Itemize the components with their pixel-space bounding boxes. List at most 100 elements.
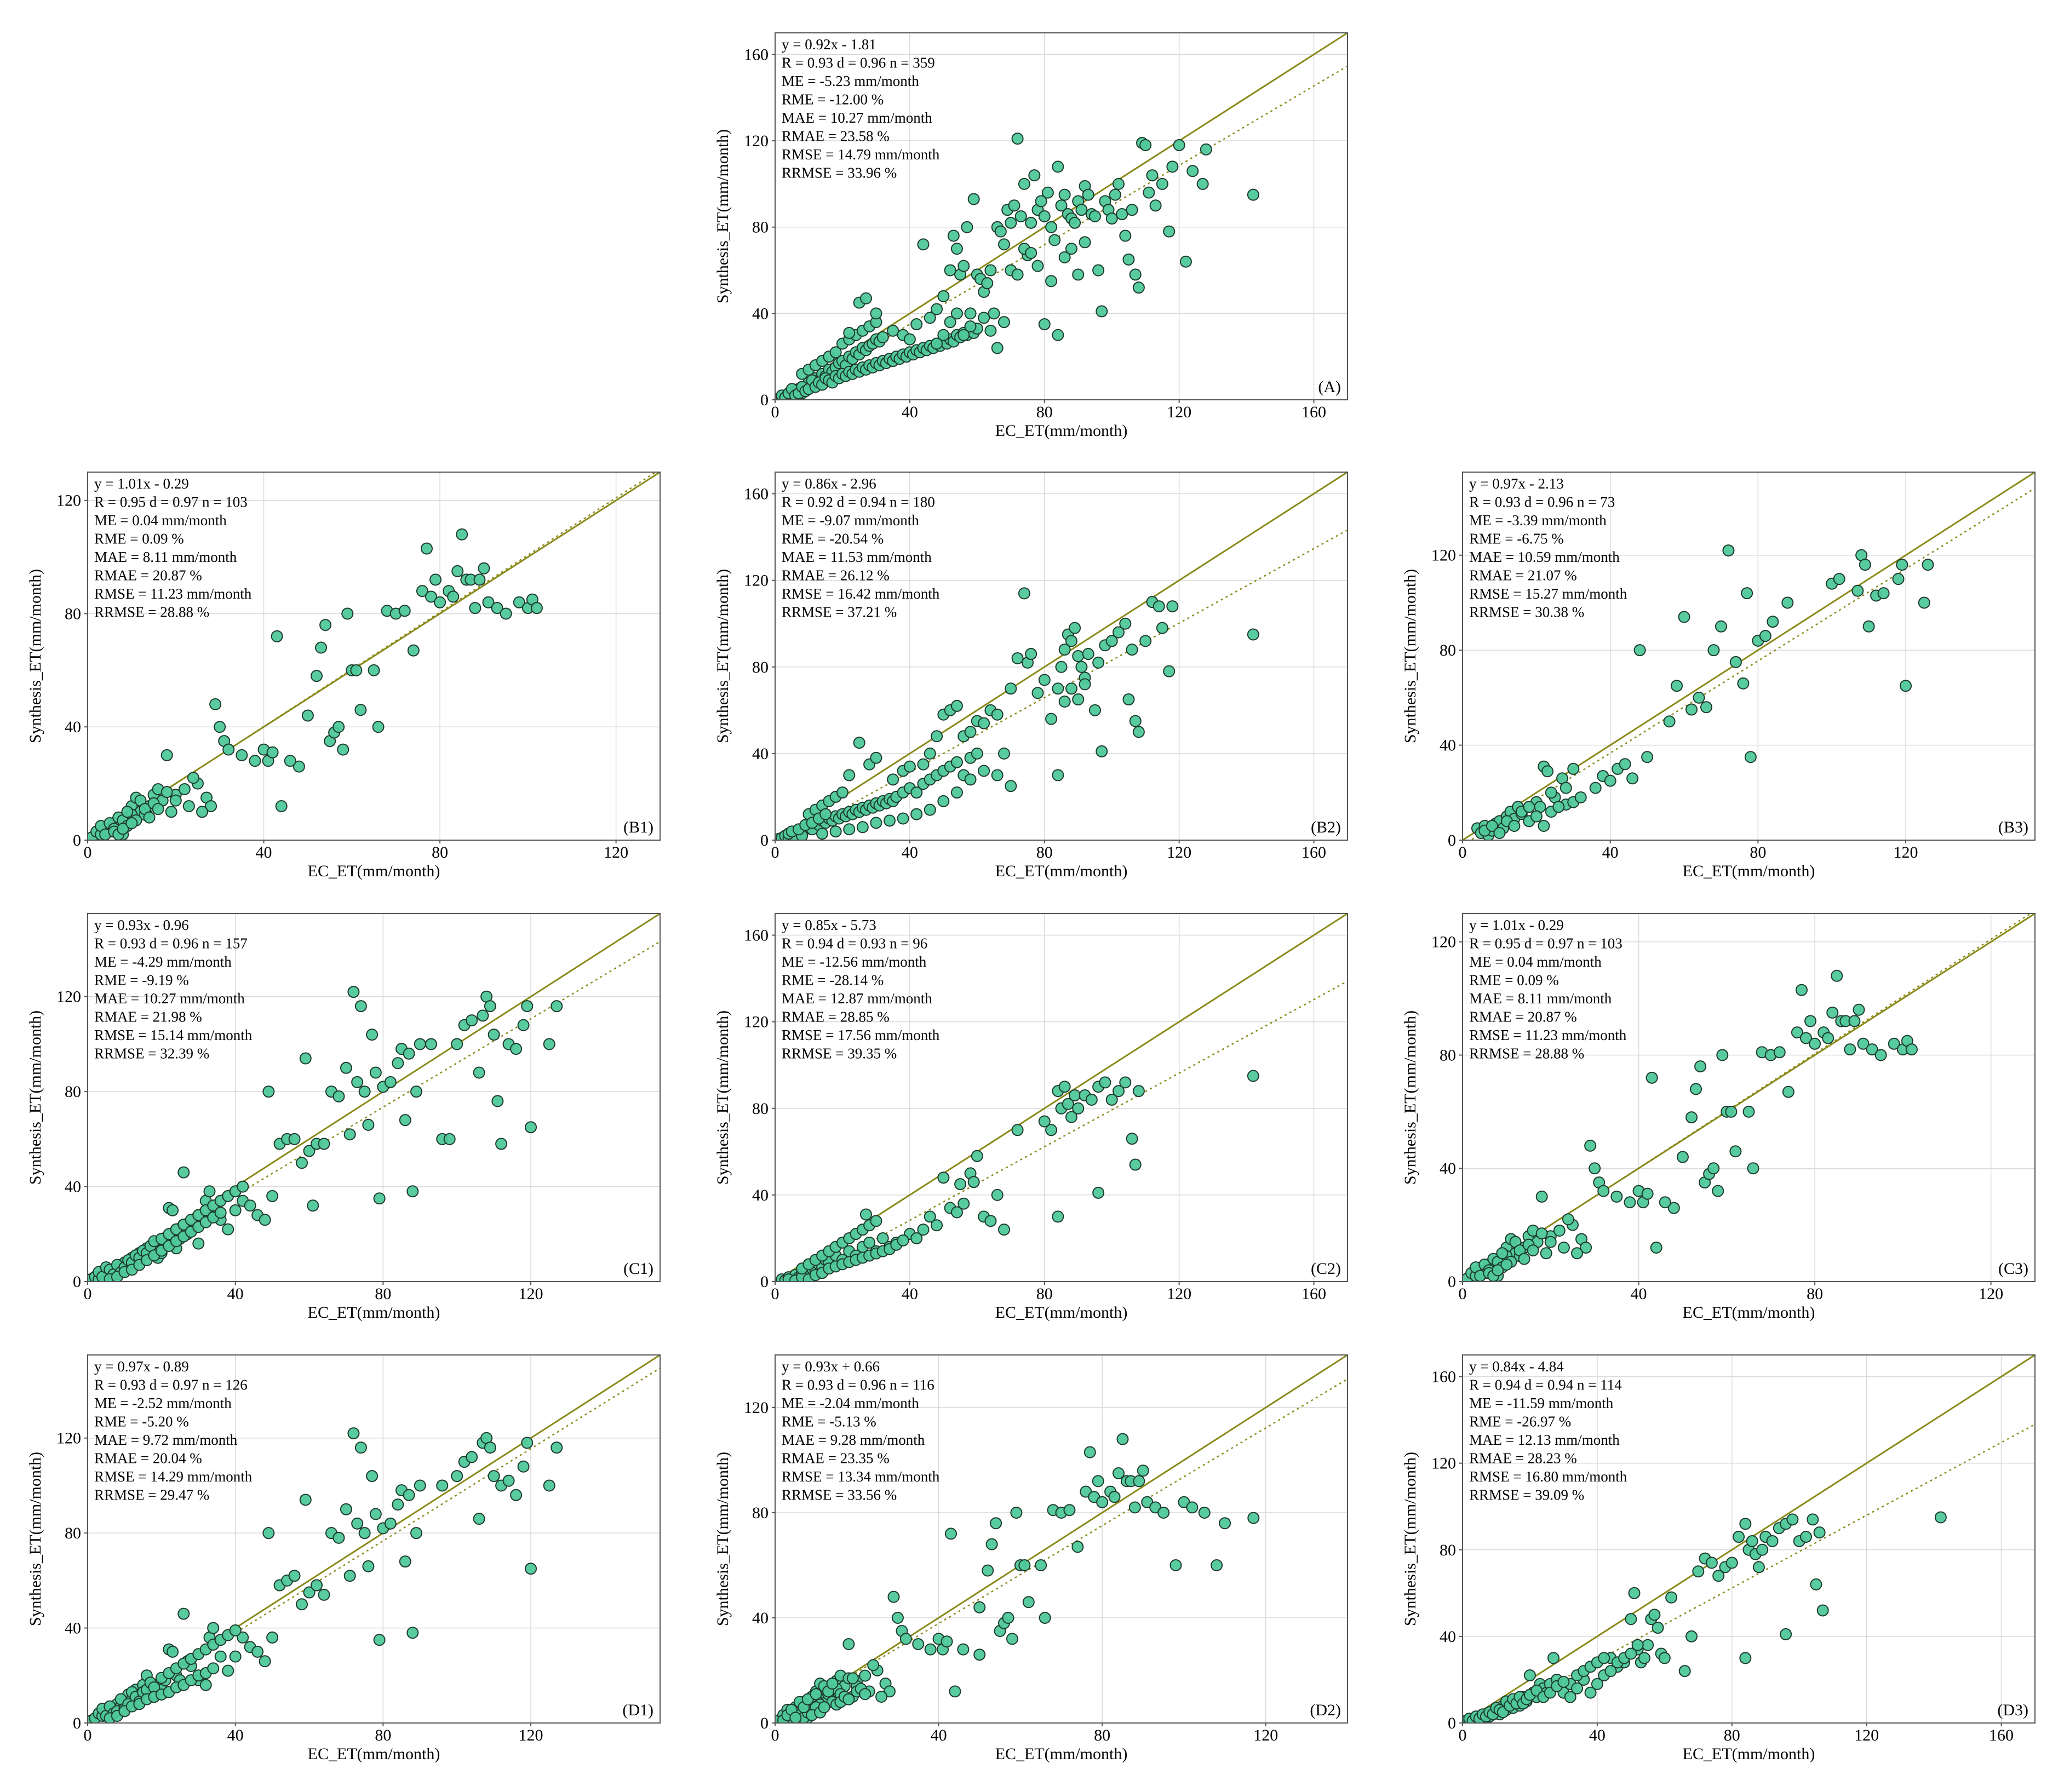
data-point [222,1223,234,1236]
data-point [1652,1622,1664,1634]
panel-label: (A) [1318,378,1341,396]
data-point [1247,1512,1260,1524]
data-point [884,814,896,827]
stat-line: RMSE = 14.29 mm/month [94,1468,253,1485]
y-axis-label: Synthesis_ET(mm/month) [714,1010,732,1185]
data-point [1132,282,1145,294]
data-point [1628,1587,1641,1599]
stat-line: MAE = 11.53 mm/month [782,549,932,565]
data-point [543,1038,555,1050]
data-point [910,318,923,331]
plot-frame [1462,472,2036,841]
data-point [1075,660,1088,673]
data-point [1069,622,1081,634]
data-point [859,1208,872,1221]
stat-line: y = 1.01x - 0.29 [94,475,189,492]
x-tick-label: 120 [1167,403,1191,421]
data-point [1739,1518,1752,1530]
panel-C3: 0 40 80 120 0 40 80 120 EC_ET(mm/month) Synthesis… [1401,913,2036,1322]
data-point [1143,186,1155,199]
data-point [988,307,1000,320]
data-point [362,1560,375,1572]
data-point [1591,1678,1603,1690]
data-point [259,1214,271,1226]
data-point [1646,1071,1658,1084]
data-point [1058,696,1071,708]
data-point [964,320,977,332]
data-point [1667,1202,1680,1214]
stat-line: R = 0.95 d = 0.97 n = 103 [94,494,248,510]
data-point [1062,1098,1074,1110]
x-tick-label: 0 [771,1285,779,1303]
y-tick-label: 40 [65,1619,81,1638]
y-axis-label: Synthesis_ET(mm/month) [26,1452,44,1626]
data-point [941,1635,953,1648]
x-tick-label: 120 [1167,1285,1191,1303]
data-point [1781,596,1794,609]
data-point [1065,682,1077,695]
stat-line: R = 0.93 d = 0.97 n = 126 [94,1377,248,1393]
data-point [399,1114,411,1127]
data-point [222,743,235,756]
data-point [1005,780,1017,792]
x-tick-label: 40 [902,843,918,861]
data-point [513,596,525,608]
data-point [271,630,283,642]
data-point [502,1474,515,1487]
data-point [950,307,963,320]
data-point [214,1650,227,1663]
panel-C2: 0 40 80 120 160 0 40 80 120 160 EC_ET(mm/month) Syn… [714,913,1348,1322]
data-point [347,986,360,998]
data-point [957,1643,970,1656]
data-point [478,562,490,575]
data-point [369,1066,382,1079]
x-tick-label: 0 [84,843,92,861]
x-tick-label: 120 [1167,843,1191,861]
data-point [1122,693,1135,706]
data-point [816,828,829,840]
data-point [991,708,1004,721]
data-point [1088,704,1101,716]
data-point [1129,268,1142,281]
data-point [1018,1559,1031,1571]
y-tick-label: 40 [1440,1628,1456,1646]
data-point [152,803,164,815]
data-point [284,755,296,767]
data-point [406,1627,419,1639]
x-axis-label: EC_ET(mm/month) [995,422,1128,440]
data-point [296,1157,308,1169]
data-point [958,1197,970,1210]
data-point [1038,210,1051,222]
data-point [829,346,842,359]
data-point [1486,819,1498,832]
panel-label: (C1) [623,1260,653,1278]
data-point [1791,1026,1803,1039]
data-point [971,747,983,760]
data-point [1851,584,1864,597]
stat-line: ME = -12.56 mm/month [782,954,927,970]
data-point [205,800,217,812]
data-point [341,607,354,620]
data-point [1079,236,1091,249]
x-tick-label: 0 [1459,1285,1467,1303]
panel-D1: 0 40 80 120 0 40 80 120 EC_ET(mm/month) Synthesis… [26,1354,661,1763]
x-tick-label: 0 [771,403,779,421]
stat-line: RRMSE = 29.47 % [94,1487,209,1503]
stat-line: ME = -3.39 mm/month [1469,512,1607,529]
data-point [165,806,177,818]
data-point [551,1000,563,1013]
data-point [1859,559,1871,571]
data-point [950,243,963,255]
fit-line [1463,914,2032,1282]
data-point [354,704,367,716]
y-tick-label: 0 [760,831,769,849]
data-point [495,1138,508,1150]
data-point [843,326,856,339]
data-point [1005,216,1017,229]
data-point [373,1192,386,1205]
data-point [311,670,323,682]
data-point [1055,660,1068,673]
plot-frame [775,1354,1348,1724]
data-point [1888,1037,1900,1050]
data-point [1800,1032,1812,1044]
